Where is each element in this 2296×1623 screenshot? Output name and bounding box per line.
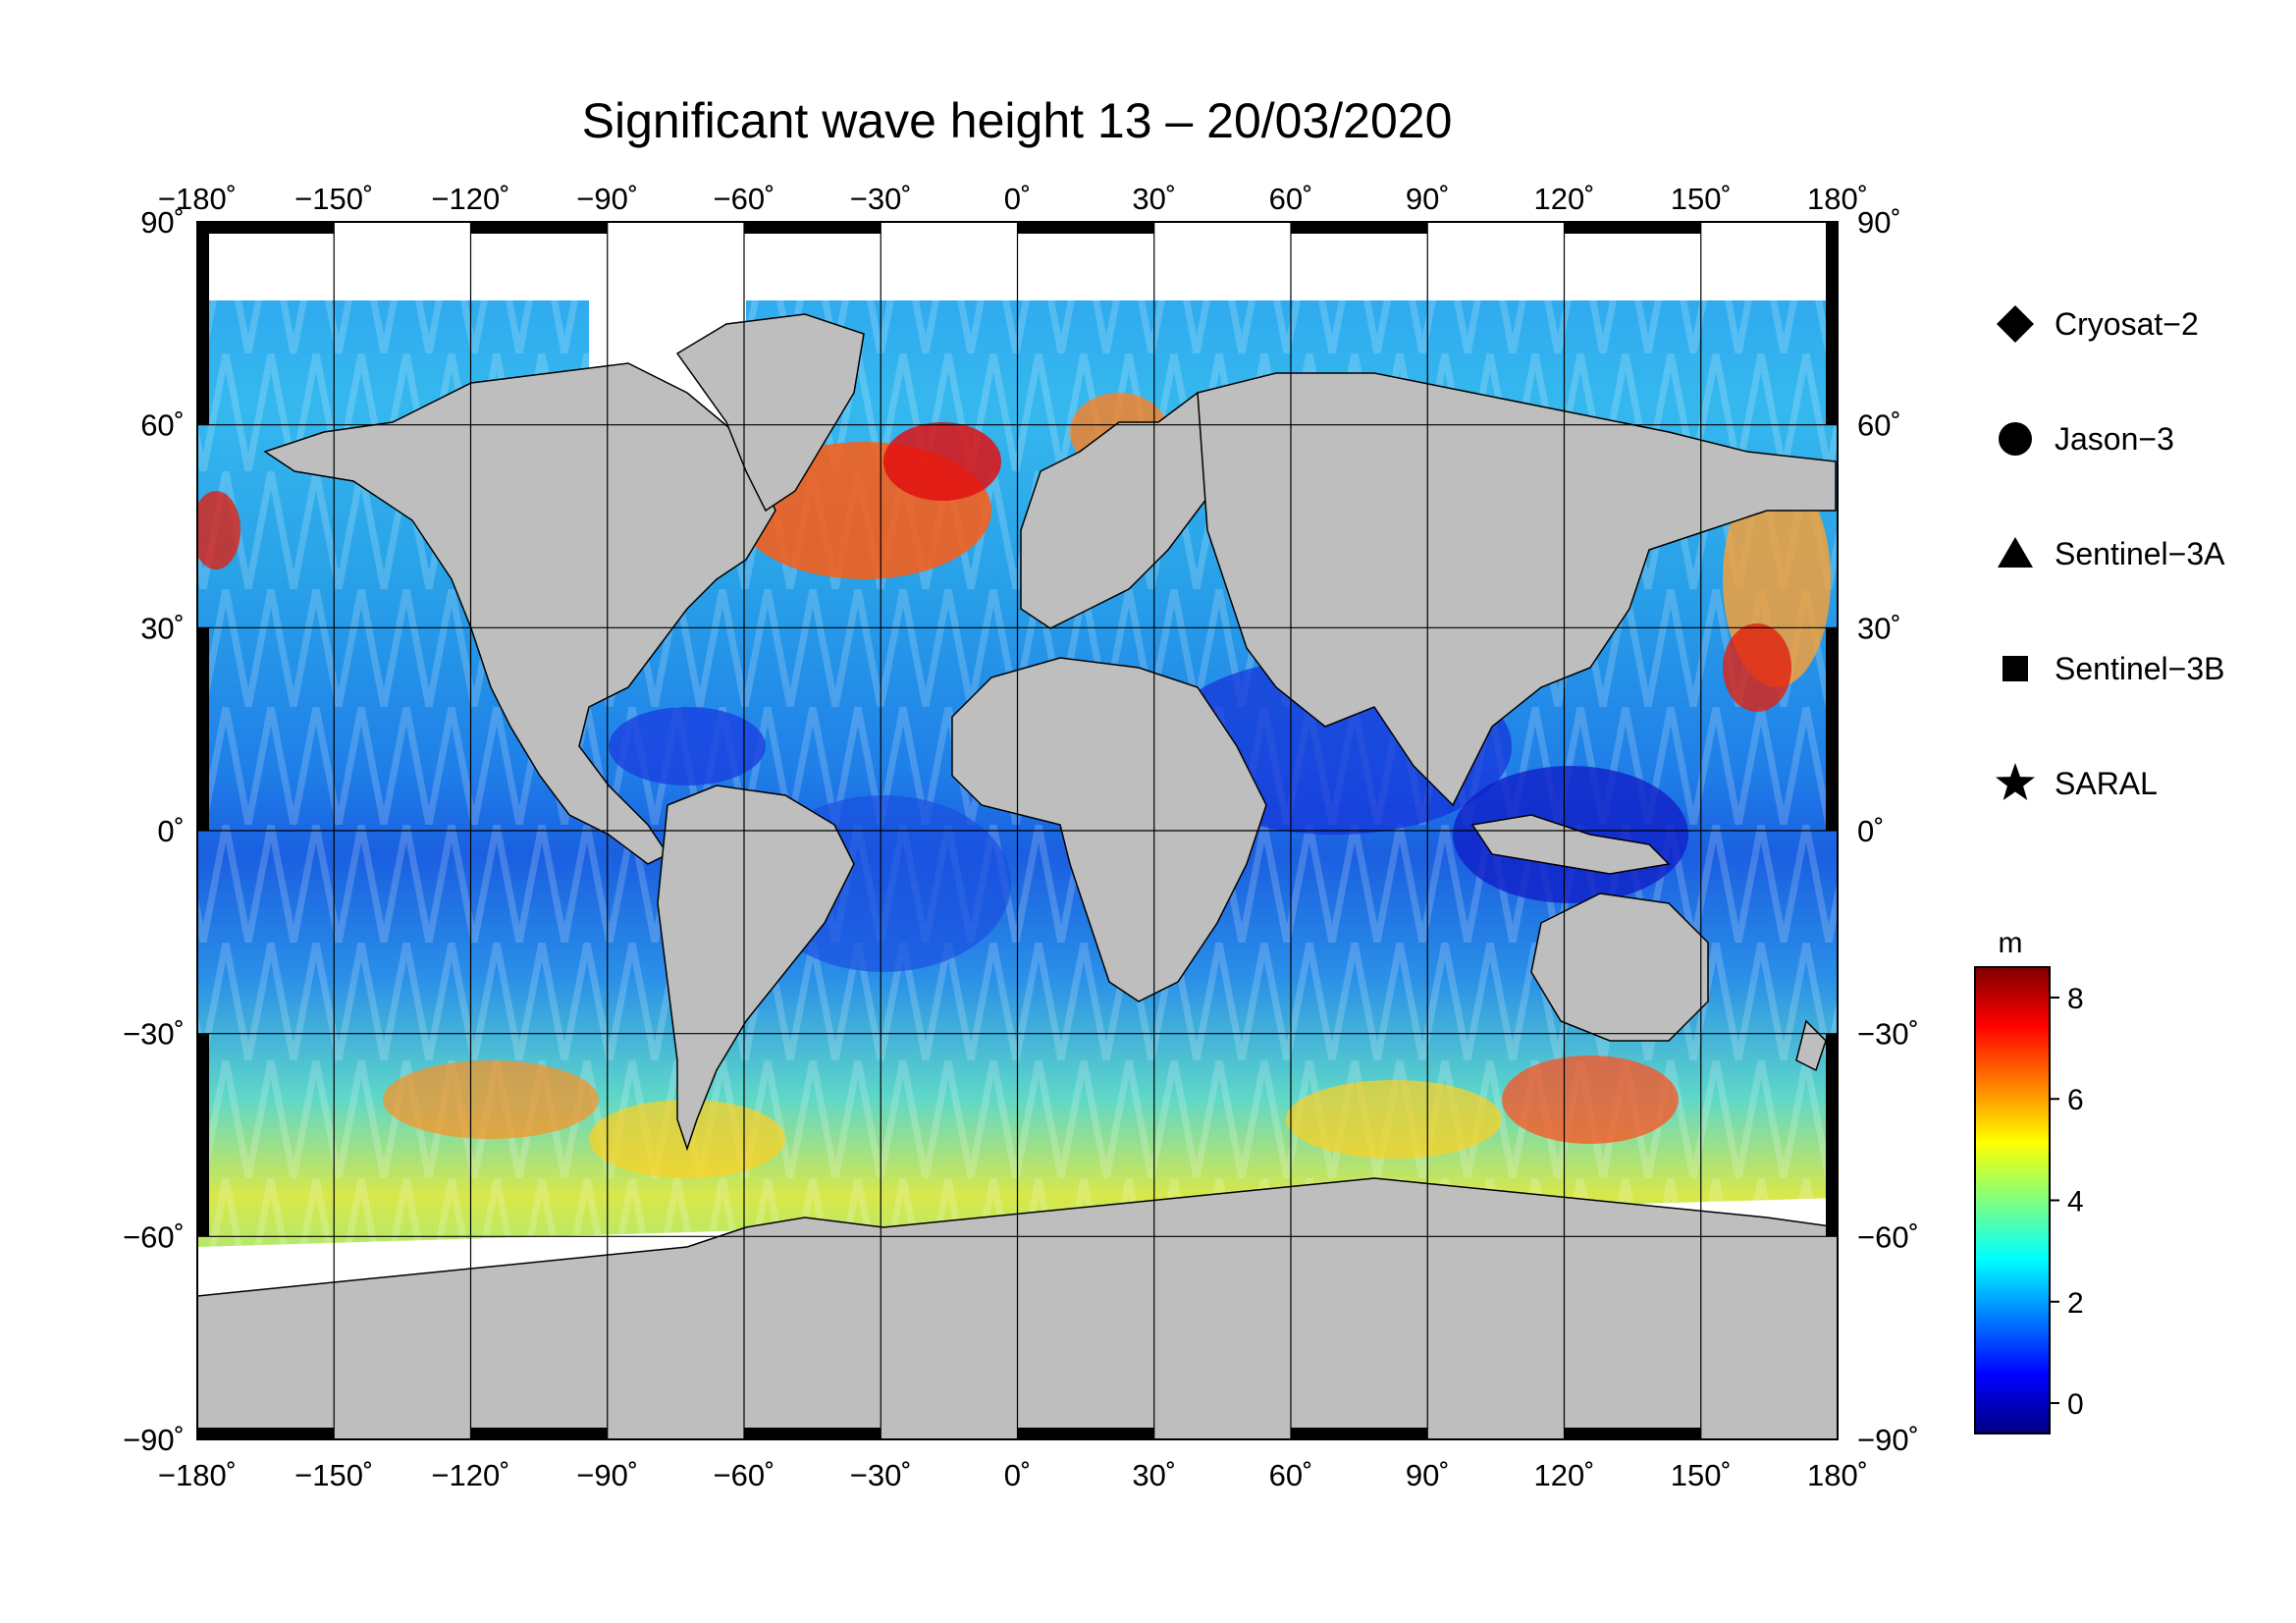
border-segment-bottom [197,1428,335,1439]
lon-tick-label-top: 90˚ [1406,182,1450,216]
border-segment-bottom [1291,1428,1428,1439]
star-marker-icon [1996,763,2035,800]
legend-item: Jason−3 [1999,421,2174,457]
map-checkered-border [197,222,1838,1439]
legend-item-label: Sentinel−3B [2055,651,2224,686]
lat-tick-label-right: 0˚ [1857,814,1885,848]
lon-tick-label-top: −150˚ [294,182,373,216]
colorbar-ticks: 0 2 4 6 8 [2050,983,2084,1421]
lon-tick-label-bottom: −90˚ [576,1458,638,1492]
circle-marker-icon [1999,422,2032,456]
map-grid [197,222,1838,1439]
lat-tick-label-right: −60˚ [1857,1219,1919,1254]
border-segment-top [1564,222,1701,234]
lon-tick-label-top: 60˚ [1269,182,1313,216]
lon-tick-label-bottom: −60˚ [714,1458,775,1492]
lat-tick-label-right: 90˚ [1857,205,1901,240]
lat-tick-label-right: −30˚ [1857,1017,1919,1052]
border-segment-right [1826,1033,1838,1237]
colorbar-tick-label: 6 [2067,1084,2084,1116]
lon-tick-label-top: −120˚ [431,182,509,216]
colorbar-tick-label: 4 [2067,1186,2084,1218]
lon-tick-label-top: −180˚ [158,182,237,216]
map-panel [197,222,1838,1439]
colorbar-tick-label: 0 [2067,1388,2084,1421]
lon-tick-label-top: 120˚ [1533,182,1594,216]
lon-tick-label-bottom: 90˚ [1406,1458,1450,1492]
square-marker-icon [2002,656,2028,681]
high-wave-areas [197,393,1831,1178]
colorbar-tick-label: 8 [2067,983,2084,1015]
border-segment-top [197,222,335,234]
border-segment-top [1017,222,1154,234]
lat-tick-label-right: −90˚ [1857,1423,1919,1457]
land-africa [951,657,1267,1002]
lon-tick-label-bottom: −30˚ [850,1458,912,1492]
land-south-america [657,784,855,1152]
border-segment-bottom [1017,1428,1154,1439]
lon-tick-label-top: 150˚ [1671,182,1732,216]
legend-item: Sentinel−3B [2002,651,2224,686]
lon-tick-label-top: 0˚ [1004,182,1032,216]
lon-tick-label-top: 30˚ [1132,182,1176,216]
colorbar-ramp [1974,966,2051,1434]
border-segment-bottom [1564,1428,1701,1439]
border-segment-right [1826,222,1838,425]
land-greenland [675,313,865,513]
border-segment-top [470,222,608,234]
axis-tick-labels: −180˚ −180˚ −150˚ −150˚ −120˚ −120˚ −90˚ −90˚ −6… [123,182,1919,1492]
lon-tick-label-bottom: −180˚ [158,1458,237,1492]
lon-tick-label-bottom: 180˚ [1807,1458,1868,1492]
land-asia [1197,372,1837,807]
border-segment-left [197,222,209,425]
legend-item-label: Jason−3 [2055,421,2174,457]
triangle-marker-icon [1998,537,2033,568]
lat-tick-label-left: 90˚ [140,205,185,240]
lat-tick-label-right: 30˚ [1857,611,1901,645]
lon-tick-label-bottom: 60˚ [1269,1458,1313,1492]
border-segment-right [1826,627,1838,831]
lon-tick-label-bottom: 150˚ [1671,1458,1732,1492]
lat-tick-label-left: −30˚ [123,1017,185,1052]
border-segment-left [197,1033,209,1237]
colorbar-unit: m [1999,927,2023,959]
lat-tick-label-left: 60˚ [140,408,185,443]
colorbar: m 0 2 4 6 8 [1974,927,2084,1434]
border-segment-left [197,627,209,831]
lon-tick-label-top: 180˚ [1807,182,1868,216]
diamond-marker-icon [1997,305,2034,343]
lat-tick-label-left: −90˚ [123,1423,185,1457]
lon-tick-label-bottom: −120˚ [431,1458,509,1492]
land-australia [1530,893,1709,1042]
lon-tick-label-top: −60˚ [714,182,775,216]
lon-tick-label-top: −90˚ [576,182,638,216]
lat-tick-label-left: −60˚ [123,1219,185,1254]
colorbar-tick-label: 2 [2067,1287,2084,1320]
legend-item: Cryosat−2 [1997,305,2199,343]
legend-item: SARAL [1996,763,2158,801]
border-segment-top [1291,222,1428,234]
border-segment-bottom [744,1428,881,1439]
border-segment-top [744,222,881,234]
legend-item-label: Cryosat−2 [2055,306,2199,342]
legend-item: Sentinel−3A [1998,536,2225,571]
lon-tick-label-bottom: 30˚ [1132,1458,1176,1492]
lon-tick-label-bottom: 0˚ [1004,1458,1032,1492]
legend-item-label: SARAL [2055,766,2158,801]
border-segment-bottom [470,1428,608,1439]
lon-tick-label-bottom: 120˚ [1533,1458,1594,1492]
lat-tick-label-left: 30˚ [140,611,185,645]
lon-tick-label-bottom: −150˚ [294,1458,373,1492]
chart-title: Significant wave height 13 – 20/03/2020 [582,93,1453,148]
lat-tick-label-left: 0˚ [157,814,185,848]
lon-tick-label-top: −30˚ [850,182,912,216]
lat-tick-label-right: 60˚ [1857,408,1901,443]
land-indonesia [1470,814,1671,875]
satellite-legend: Cryosat−2 Jason−3 Sentinel−3A Sentinel−3B SA… [1996,305,2225,801]
legend-item-label: Sentinel−3A [2055,536,2225,571]
